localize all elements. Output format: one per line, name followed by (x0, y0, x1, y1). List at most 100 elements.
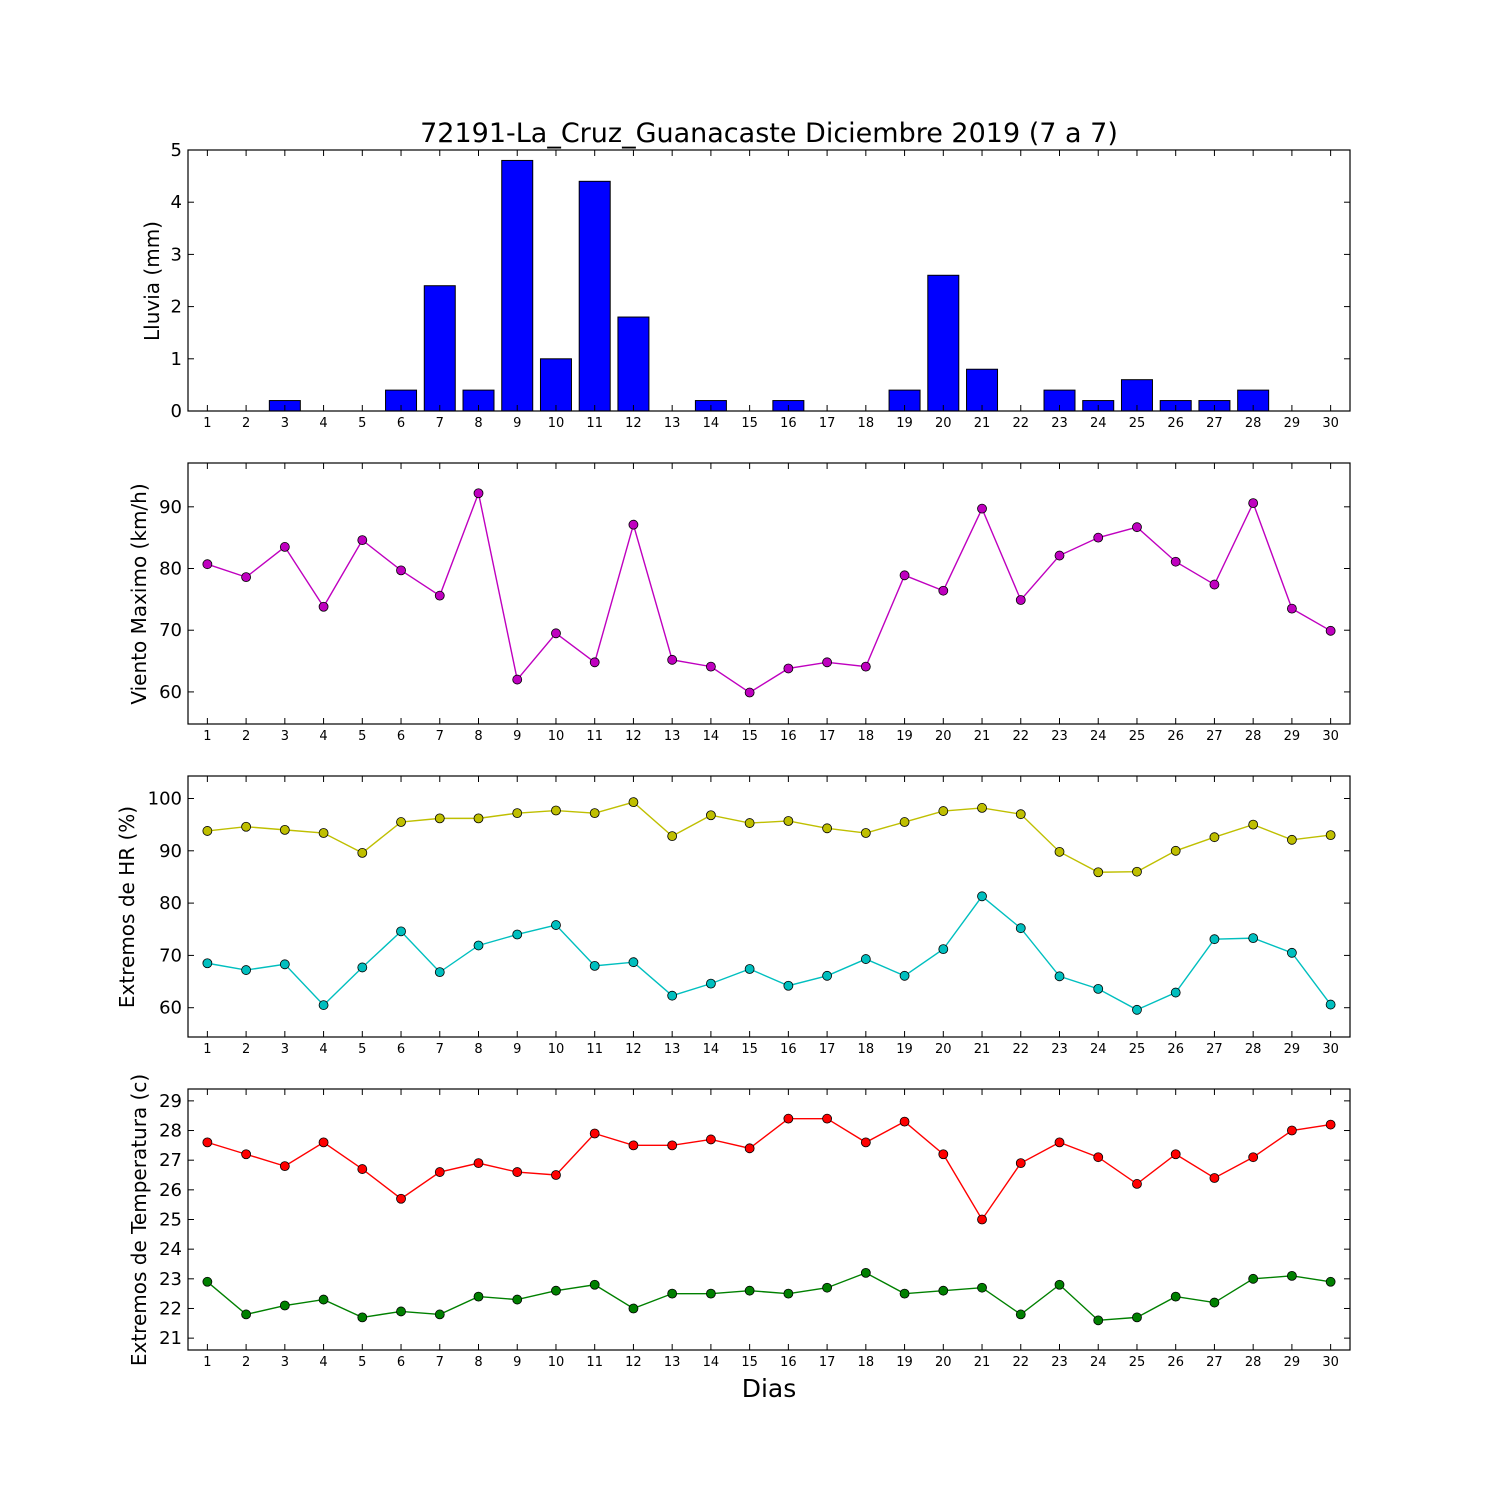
rain-x-tick-label: 24 (1090, 416, 1107, 431)
wind-x-tick-label: 24 (1090, 729, 1107, 744)
humidity-x-tick-label: 1 (203, 1042, 211, 1057)
humidity-series-2-line (207, 895, 1332, 1011)
temperature-series-2-point-day-9 (512, 1294, 523, 1305)
rain-x-tick-label: 27 (1206, 416, 1223, 431)
temperature-series-1-point-day-29 (1287, 1125, 1297, 1136)
wind-x-tick-label: 30 (1322, 729, 1339, 744)
humidity-series-2-point-day-24 (1093, 983, 1104, 994)
temperature-x-tick-label: 8 (474, 1355, 482, 1370)
wind-x-tick-label: 11 (586, 729, 603, 744)
temperature-series-1-point-day-21 (977, 1214, 987, 1225)
humidity-x-tick-label: 25 (1129, 1042, 1146, 1057)
temperature-series-1-point-day-28 (1248, 1152, 1259, 1163)
rain-y-tick-label: 3 (171, 244, 182, 265)
humidity-series-1-point-day-14 (706, 810, 716, 821)
temperature-y-tick-label: 21 (159, 1328, 182, 1349)
humidity-series-1-point-day-19 (899, 817, 910, 827)
rain-x-tick-label: 19 (896, 416, 913, 431)
temperature-x-tick-label: 19 (896, 1355, 913, 1370)
temperature-series-1-point-day-10 (551, 1170, 561, 1180)
humidity-series-2-point-day-6 (396, 926, 406, 937)
temperature-series-1-point-day-15 (744, 1143, 755, 1154)
wind-series-1-point-day-9 (512, 674, 523, 685)
wind-series-1-point-day-3 (279, 542, 290, 552)
temperature-series-2-point-day-5 (357, 1312, 368, 1323)
rain-y-tick-label: 2 (171, 297, 182, 318)
temperature-series-2-point-day-10 (551, 1285, 561, 1296)
humidity-series-1-point-day-18 (860, 828, 871, 838)
humidity-series-2-point-day-29 (1287, 947, 1297, 958)
rain-x-tick-label: 30 (1322, 416, 1339, 431)
wind-x-tick-label: 6 (397, 729, 405, 744)
humidity-series-2-point-day-8 (473, 940, 484, 951)
humidity-series-2-point-day-7 (434, 967, 445, 978)
wind-series-1-point-day-1 (202, 559, 213, 570)
wind-x-tick-label: 9 (513, 729, 521, 744)
temperature-x-tick-label: 2 (242, 1355, 250, 1370)
temperature-series-1-point-day-11 (589, 1128, 600, 1139)
humidity-x-tick-label: 20 (935, 1042, 952, 1057)
humidity-y-tick-label: 100 (148, 788, 182, 809)
temperature-x-tick-label: 10 (548, 1355, 565, 1370)
humidity-series-2-point-day-10 (551, 920, 561, 930)
humidity-series-1-point-day-29 (1287, 834, 1297, 845)
rain-x-tick-label: 7 (436, 416, 444, 431)
wind-x-tick-label: 25 (1129, 729, 1146, 744)
humidity-series-2-point-day-19 (899, 970, 910, 981)
humidity-x-tick-label: 28 (1245, 1042, 1262, 1057)
rain-x-tick-label: 10 (548, 416, 565, 431)
wind-series-1-line (207, 490, 1331, 694)
humidity-series-2-point-day-28 (1248, 933, 1259, 944)
temperature-series-1-point-day-5 (357, 1164, 368, 1174)
rain-x-tick-label: 6 (397, 416, 405, 431)
humidity-series-1-point-day-10 (551, 805, 561, 816)
wind-series-1-point-day-8 (473, 488, 484, 499)
temperature-series-1-point-day-23 (1054, 1137, 1065, 1148)
humidity-x-tick-label: 11 (586, 1042, 603, 1057)
temperature-series-2-point-day-23 (1054, 1279, 1065, 1290)
humidity-y-tick-label: 90 (159, 841, 182, 862)
wind-y-tick-label: 80 (159, 559, 182, 580)
wind-series-1-point-day-13 (667, 654, 678, 665)
humidity-series-2-point-day-9 (512, 929, 523, 940)
temperature-series-2-point-day-19 (899, 1288, 910, 1299)
temperature-series-1-point-day-30 (1325, 1119, 1336, 1130)
rain-x-tick-label: 3 (281, 416, 289, 431)
rain-x-tick-label: 13 (664, 416, 681, 431)
humidity-series-2-point-day-13 (667, 990, 678, 1001)
temperature-x-tick-label: 1 (203, 1355, 211, 1370)
humidity-series-2-point-day-4 (318, 1000, 329, 1010)
temperature-series-1-point-day-22 (1015, 1158, 1026, 1169)
humidity-series-2-point-day-12 (628, 957, 639, 968)
temperature-series-1-point-day-17 (822, 1113, 832, 1124)
temperature-series-1-point-day-14 (706, 1134, 716, 1145)
wind-y-tick-label: 90 (159, 497, 182, 518)
temperature-y-axis-label: Extremos de Temperatura (c) (127, 1074, 151, 1366)
temperature-series-1-point-day-9 (512, 1167, 523, 1177)
wind-x-tick-label: 21 (974, 729, 991, 744)
temperature-series-2-point-day-22 (1015, 1309, 1026, 1320)
wind-x-tick-label: 23 (1051, 729, 1068, 744)
wind-x-tick-label: 2 (242, 729, 250, 744)
temperature-series-2-point-day-27 (1209, 1297, 1220, 1308)
humidity-x-tick-label: 30 (1322, 1042, 1339, 1057)
humidity-series-1-point-day-12 (628, 797, 639, 808)
temperature-series-1-point-day-20 (938, 1149, 949, 1160)
humidity-series-1-point-day-7 (434, 813, 445, 824)
temperature-x-tick-label: 18 (858, 1355, 875, 1370)
temperature-series-2-point-day-26 (1170, 1291, 1181, 1302)
wind-x-tick-label: 16 (780, 729, 797, 744)
humidity-series-1-point-day-22 (1015, 809, 1026, 820)
humidity-x-tick-label: 6 (397, 1042, 405, 1057)
humidity-series-1-point-day-5 (357, 847, 368, 858)
humidity-series-2-point-day-17 (822, 970, 832, 981)
wind-x-tick-label: 20 (935, 729, 952, 744)
temperature-x-tick-label: 12 (625, 1355, 642, 1370)
rain-y-tick-label: 1 (171, 349, 182, 370)
rain-x-tick-label: 12 (625, 416, 642, 431)
humidity-series-2-point-day-16 (783, 980, 794, 991)
humidity-series-2-point-day-3 (279, 959, 290, 970)
temperature-x-tick-label: 7 (436, 1355, 444, 1370)
